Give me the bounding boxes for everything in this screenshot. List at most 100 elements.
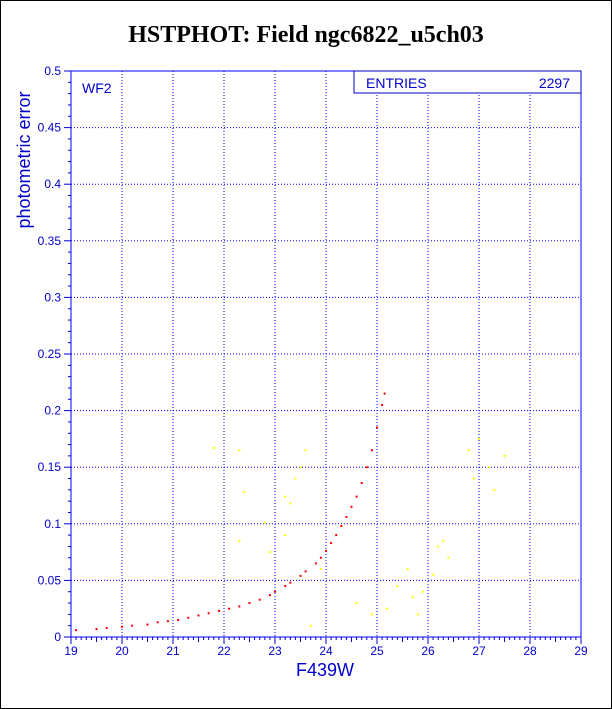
data-point-secondary bbox=[416, 613, 419, 616]
data-point-secondary bbox=[243, 491, 246, 494]
data-point-secondary bbox=[488, 466, 491, 469]
data-point-main bbox=[355, 495, 358, 498]
data-point-main bbox=[274, 590, 276, 593]
data-point-main bbox=[238, 605, 241, 608]
data-point-secondary bbox=[421, 590, 424, 593]
data-point-main bbox=[197, 614, 200, 617]
data-point-secondary bbox=[268, 551, 271, 554]
data-point-secondary bbox=[304, 449, 307, 452]
data-point-main bbox=[187, 616, 190, 619]
data-point-secondary bbox=[406, 568, 409, 571]
x-tick-label: 24 bbox=[319, 644, 333, 658]
data-point-secondary bbox=[263, 521, 266, 524]
y-tick-label: 0.2 bbox=[44, 404, 61, 418]
x-tick-label: 21 bbox=[166, 644, 180, 658]
data-point-secondary bbox=[396, 585, 399, 588]
data-point-main bbox=[217, 609, 220, 612]
data-point-main bbox=[350, 505, 353, 508]
data-point-secondary bbox=[472, 477, 475, 480]
data-point-main bbox=[299, 574, 302, 577]
data-point-main bbox=[207, 612, 210, 615]
y-tick-label: 0.05 bbox=[38, 573, 62, 587]
data-point-main bbox=[146, 623, 149, 626]
data-point-secondary bbox=[284, 534, 287, 537]
data-point-secondary bbox=[478, 437, 480, 440]
y-tick-label: 0.5 bbox=[44, 64, 61, 78]
data-point-secondary bbox=[299, 466, 302, 469]
data-point-secondary bbox=[355, 602, 358, 605]
data-point-main bbox=[345, 516, 348, 519]
data-point-main bbox=[340, 525, 343, 528]
stats-box: ENTRIES 2297 bbox=[353, 70, 582, 94]
data-point-main bbox=[121, 625, 123, 628]
y-tick-label: 0.45 bbox=[38, 121, 62, 135]
data-point-main bbox=[284, 585, 287, 588]
x-tick-label: 29 bbox=[574, 644, 588, 658]
data-point-secondary bbox=[319, 568, 322, 571]
x-tick-label: 19 bbox=[64, 644, 78, 658]
data-point-secondary bbox=[467, 449, 470, 452]
data-point-secondary bbox=[370, 613, 373, 616]
stats-value: 2297 bbox=[539, 75, 570, 91]
data-point-secondary bbox=[503, 454, 506, 457]
data-point-main bbox=[365, 466, 368, 469]
data-point-secondary bbox=[238, 539, 241, 542]
data-point-main bbox=[105, 626, 108, 629]
x-tick-label: 23 bbox=[268, 644, 282, 658]
data-point-secondary bbox=[212, 446, 215, 449]
x-tick-label: 22 bbox=[217, 644, 231, 658]
data-point-main bbox=[335, 534, 338, 537]
y-tick-label: 0.15 bbox=[38, 460, 62, 474]
panel-label: WF2 bbox=[82, 80, 112, 96]
data-point-main bbox=[166, 620, 169, 623]
x-tick-label: 25 bbox=[370, 644, 384, 658]
data-point-secondary bbox=[447, 556, 450, 559]
x-tick-label: 28 bbox=[523, 644, 537, 658]
y-axis-label: photometric error bbox=[14, 91, 34, 228]
y-tick-label: 0.25 bbox=[38, 347, 62, 361]
data-point-main bbox=[319, 556, 322, 559]
data-point-main bbox=[383, 392, 386, 395]
x-tick-label: 27 bbox=[472, 644, 486, 658]
data-point-main bbox=[258, 598, 261, 601]
data-point-secondary bbox=[442, 539, 445, 542]
y-tick-label: 0.4 bbox=[44, 177, 61, 191]
data-point-main bbox=[268, 594, 271, 597]
data-point-main bbox=[330, 542, 333, 545]
data-point-secondary bbox=[294, 477, 297, 480]
y-tick-label: 0.3 bbox=[44, 290, 61, 304]
data-point-main bbox=[228, 607, 231, 610]
data-point-main bbox=[304, 570, 307, 573]
data-point-main bbox=[381, 403, 384, 406]
data-point-main bbox=[289, 581, 292, 584]
y-tick-label: 0.35 bbox=[38, 234, 62, 248]
data-point-secondary bbox=[386, 607, 389, 610]
data-point-secondary bbox=[238, 449, 241, 452]
axis-ticks: 19 20 21 22 23 24 25 26 27 28 29 0 0.05 0.1 0.15 0.2 0.2… bbox=[38, 64, 588, 658]
data-point-secondary bbox=[493, 488, 496, 491]
data-point-main bbox=[360, 482, 363, 485]
data-point-secondary bbox=[309, 624, 312, 627]
stats-label: ENTRIES bbox=[366, 75, 427, 91]
grid-lines bbox=[71, 71, 581, 637]
x-tick-label: 26 bbox=[421, 644, 435, 658]
x-axis-label: F439W bbox=[296, 660, 354, 680]
plot-area bbox=[70, 70, 582, 638]
data-point-main bbox=[370, 449, 373, 452]
data-point-secondary bbox=[411, 596, 414, 599]
data-point-secondary bbox=[432, 573, 435, 576]
data-points bbox=[75, 392, 506, 632]
data-point-main bbox=[156, 621, 159, 624]
data-point-secondary bbox=[289, 502, 292, 505]
data-point-main bbox=[248, 602, 251, 605]
data-point-secondary bbox=[437, 545, 440, 548]
y-tick-label: 0.1 bbox=[44, 517, 61, 531]
data-point-main bbox=[75, 629, 78, 632]
data-point-main bbox=[314, 562, 317, 565]
data-point-main bbox=[131, 624, 134, 627]
data-point-main bbox=[376, 426, 378, 429]
data-point-main bbox=[177, 619, 180, 622]
data-point-main bbox=[325, 549, 327, 552]
data-point-secondary bbox=[284, 495, 287, 498]
